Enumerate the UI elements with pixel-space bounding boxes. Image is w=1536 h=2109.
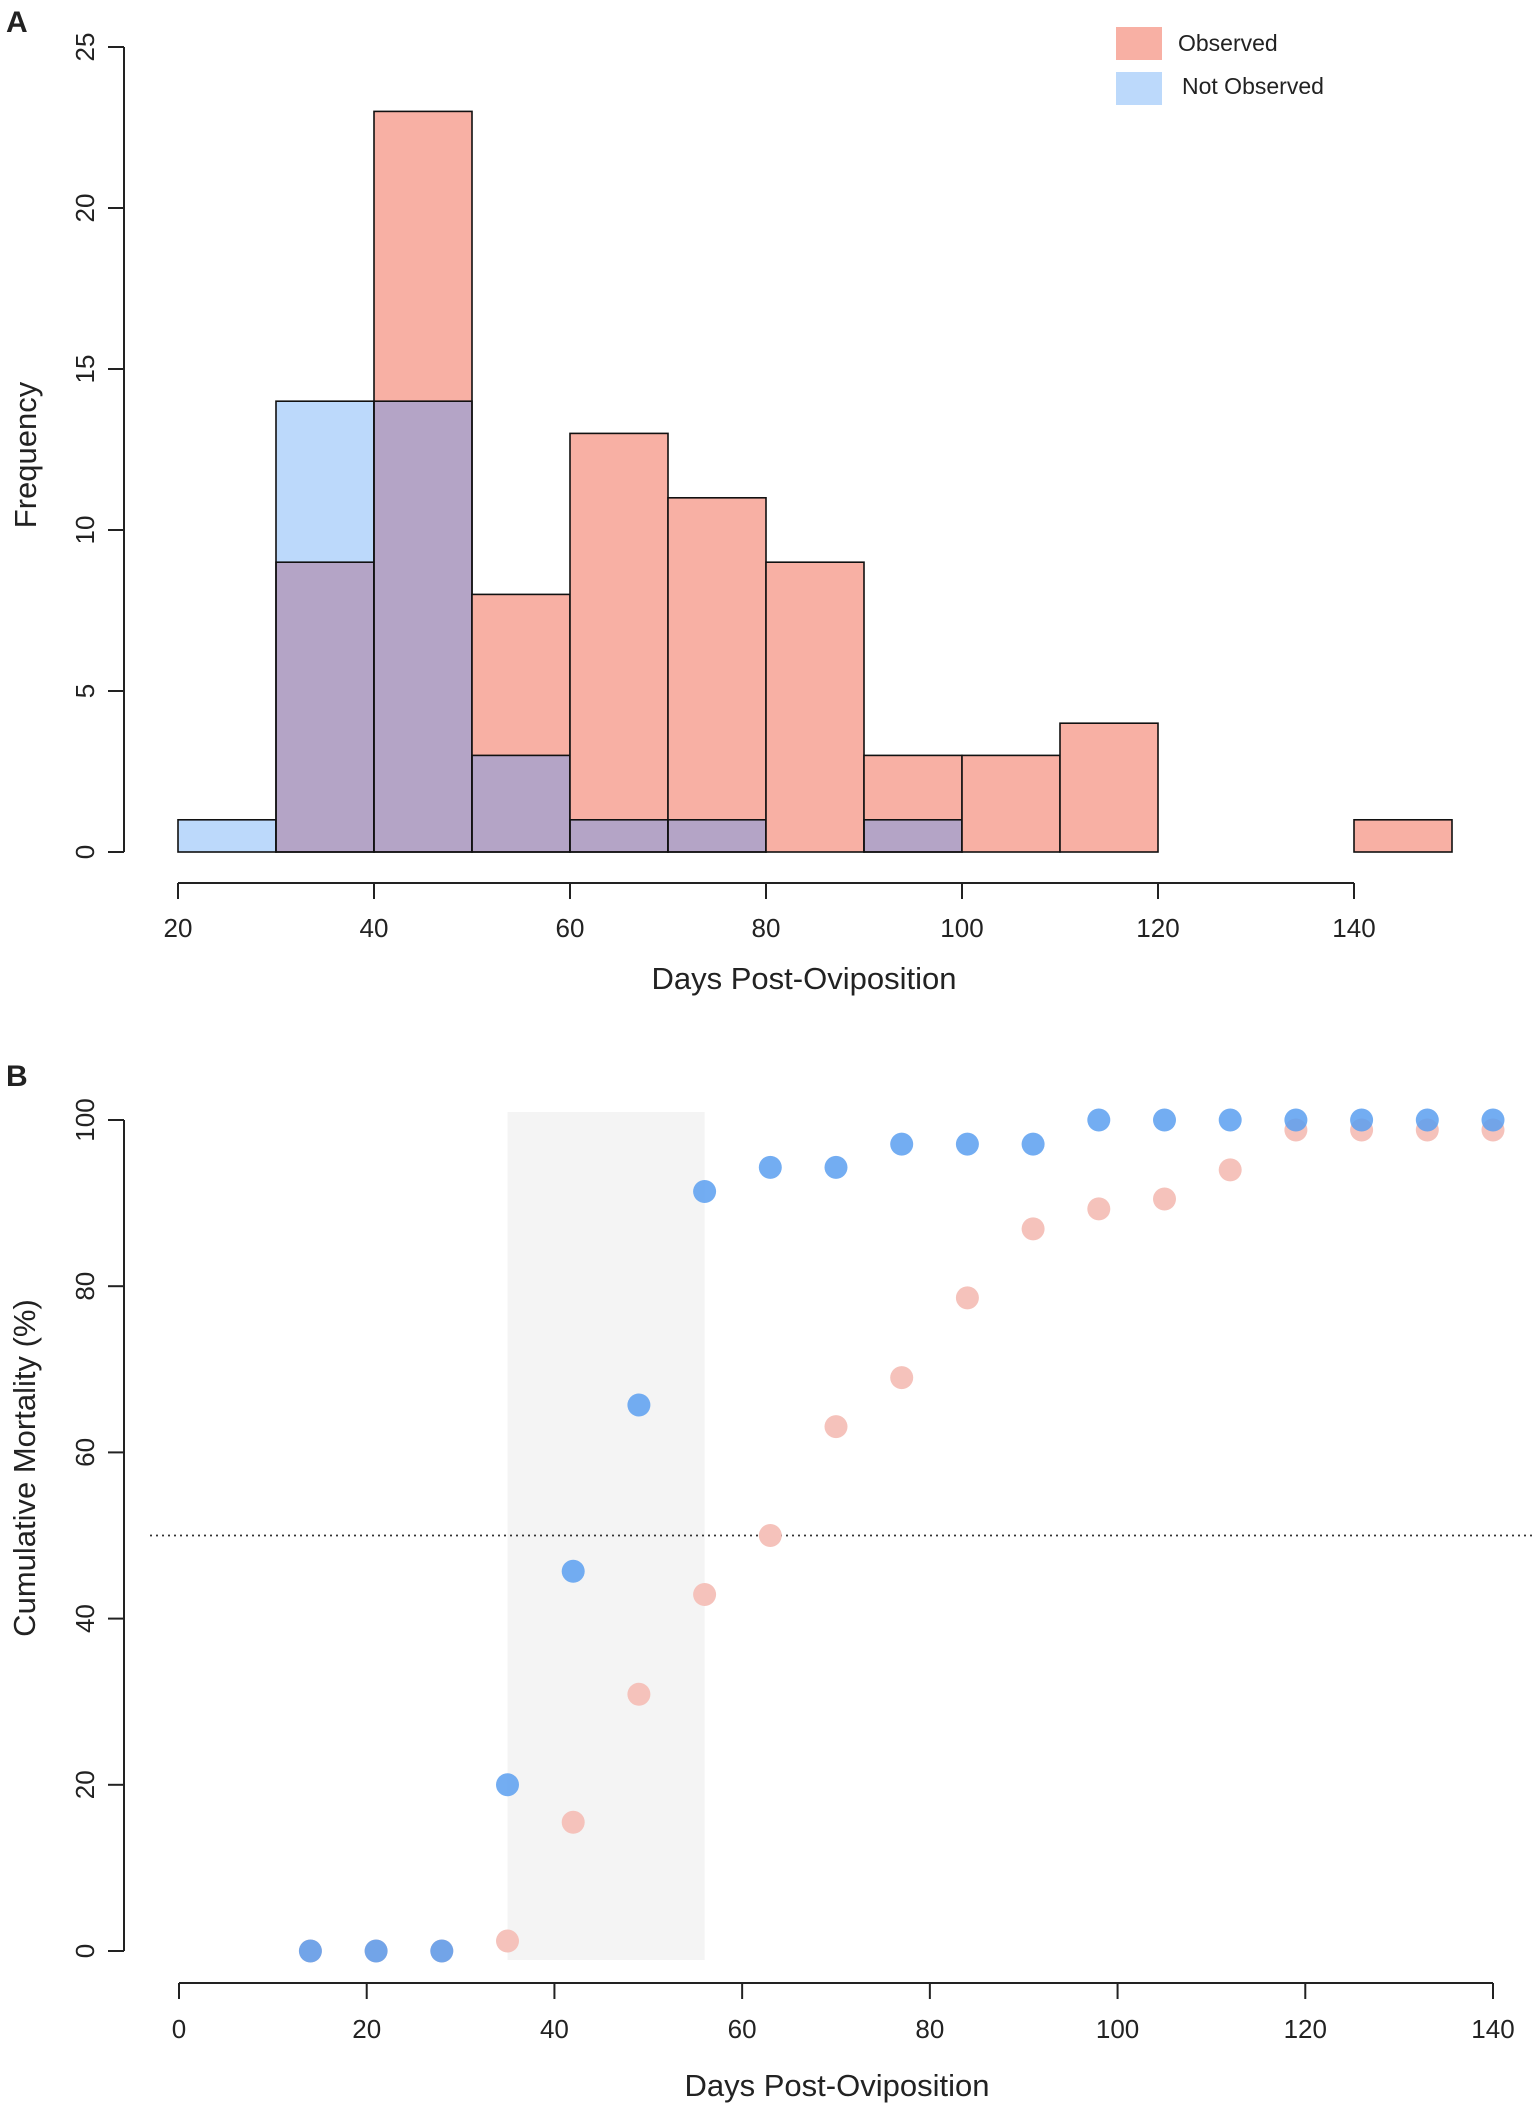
panel-b-y-tick-label-20: 20 (70, 1770, 100, 1799)
point-observed-84 (955, 1286, 979, 1310)
point-observed-70 (824, 1415, 848, 1439)
hist-bar-90-observed (864, 755, 962, 820)
panel-a-y-tick-label-0: 0 (70, 845, 100, 859)
panel-b-x-tick-label-100: 100 (1096, 2014, 1139, 2044)
panel-a-y-tick-label-5: 5 (70, 684, 100, 698)
panel-b-y-tick-label-40: 40 (70, 1604, 100, 1633)
point-not-observed-77 (890, 1132, 914, 1156)
panel-b-y-tick-label-0: 0 (70, 1944, 100, 1958)
histogram-panel-a (177, 110, 1453, 853)
panel-b-x-tick-label-120: 120 (1284, 2014, 1327, 2044)
hist-bar-outline-observed-140 (1353, 818, 1453, 853)
panel-b-y-tick-label-60: 60 (70, 1438, 100, 1467)
point-not-observed-63 (758, 1155, 782, 1179)
panel-b-label: B (6, 1060, 28, 1093)
panel-b-x-tick-label-40: 40 (540, 2014, 569, 2044)
point-not-observed-105 (1153, 1108, 1176, 1132)
point-observed-91 (1021, 1217, 1045, 1241)
legend-label-not-observed: Not Observed (1182, 73, 1324, 99)
point-not-observed-28 (430, 1939, 454, 1963)
point-not-observed-21 (364, 1939, 388, 1963)
panel-a-x-tick-label-80: 80 (752, 913, 781, 943)
point-not-observed-70 (824, 1155, 848, 1179)
legend: Observed Not Observed (1116, 27, 1324, 105)
hist-bar-40-observed (374, 111, 472, 402)
panel-a-x-axis-title: Days Post-Oviposition (652, 961, 957, 996)
point-not-observed-98 (1087, 1108, 1111, 1132)
point-observed-35 (496, 1929, 519, 1953)
panel-a-y-tick-label-15: 15 (70, 355, 100, 384)
hist-bar-30-not-observed (276, 401, 374, 563)
panel-b-x-tick-label-60: 60 (728, 2014, 757, 2044)
panel-a-x-tick-label-40: 40 (360, 913, 389, 943)
panel-b-x-tick-label-140: 140 (1471, 2014, 1514, 2044)
legend-swatch-observed (1116, 27, 1162, 60)
panel-b-y-axis-title: Cumulative Mortality (%) (7, 1299, 42, 1637)
hist-bar-100-observed (962, 755, 1060, 852)
hist-bar-140-observed (1354, 819, 1452, 852)
panel-a-label: A (6, 6, 28, 39)
point-not-observed-42 (561, 1559, 585, 1583)
hist-bar-20-not-observed (178, 819, 276, 852)
panel-a-x-tick-label-140: 140 (1332, 913, 1375, 943)
panel-a-y-tick-label-20: 20 (70, 194, 100, 223)
hist-bar-60-observed (570, 433, 668, 820)
point-not-observed-133 (1415, 1108, 1439, 1132)
hist-bar-outline-observed-110 (1059, 722, 1159, 853)
panel-a-x-tick-label-20: 20 (164, 913, 193, 943)
hist-bar-110-observed (1060, 723, 1158, 852)
legend-swatch-not-observed (1116, 72, 1162, 105)
point-not-observed-140 (1481, 1108, 1505, 1132)
point-observed-77 (890, 1366, 914, 1390)
axes-panel-b: 0 20 40 60 80 100 120 140 0 20 40 60 80 100 (70, 1098, 1515, 2044)
hist-bar-50-observed (472, 594, 570, 756)
hist-bar-40-overlap (374, 401, 472, 852)
point-observed-112 (1218, 1158, 1242, 1182)
panel-b-x-tick-label-80: 80 (915, 2014, 944, 2044)
point-observed-56 (693, 1583, 717, 1607)
legend-label-observed: Observed (1178, 30, 1278, 56)
hist-bar-90-overlap (864, 819, 962, 852)
scatter-points-panel-b (298, 1108, 1505, 1963)
panel-b-x-tick-label-20: 20 (352, 2014, 381, 2044)
point-observed-105 (1153, 1187, 1176, 1211)
point-not-observed-112 (1218, 1108, 1242, 1132)
panel-a-x-tick-label-100: 100 (940, 913, 983, 943)
point-observed-63 (758, 1524, 782, 1547)
point-not-observed-56 (693, 1179, 717, 1203)
hist-bar-50-overlap (472, 755, 570, 852)
point-observed-49 (627, 1682, 651, 1706)
point-not-observed-49 (627, 1393, 651, 1417)
hist-bar-30-overlap (276, 562, 374, 852)
panel-a-y-tick-label-25: 25 (70, 33, 100, 62)
panel-b-x-tick-label-0: 0 (172, 2014, 186, 2044)
panel-a-y-axis-title: Frequency (8, 381, 43, 528)
panel-b-y-tick-label-80: 80 (70, 1272, 100, 1301)
point-not-observed-35 (496, 1773, 519, 1797)
point-not-observed-126 (1350, 1108, 1374, 1132)
panel-b-x-axis-title: Days Post-Oviposition (685, 2068, 990, 2103)
hist-bar-80-observed (766, 562, 864, 852)
panel-a-y-tick-label-10: 10 (70, 516, 100, 545)
point-not-observed-91 (1021, 1132, 1045, 1156)
panel-b-y-tick-label-100: 100 (70, 1098, 100, 1141)
point-not-observed-119 (1284, 1108, 1308, 1132)
hist-bar-70-overlap (668, 819, 766, 852)
panel-a-x-tick-label-120: 120 (1136, 913, 1179, 943)
hist-bar-60-overlap (570, 819, 668, 852)
point-observed-98 (1087, 1197, 1111, 1221)
axes-panel-a: 20 40 60 80 100 120 140 0 5 10 15 20 25 (70, 33, 1376, 943)
point-observed-42 (561, 1810, 585, 1834)
point-not-observed-84 (955, 1132, 979, 1156)
hist-bar-70-observed (668, 497, 766, 820)
panel-a-x-tick-label-60: 60 (556, 913, 585, 943)
hist-bar-outline-observed-80 (765, 561, 865, 853)
point-not-observed-14 (298, 1939, 322, 1963)
